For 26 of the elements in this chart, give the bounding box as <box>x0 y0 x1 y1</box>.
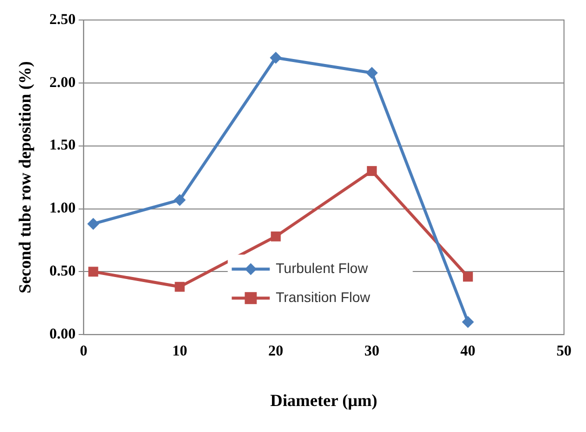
y-axis-title: Second tube row deposition (%) <box>16 61 35 294</box>
x-tick-label: 50 <box>556 343 572 360</box>
point <box>87 218 100 230</box>
x-axis-title: Diameter (μm) <box>270 391 378 410</box>
point <box>366 66 378 79</box>
point <box>462 272 473 282</box>
point <box>366 166 377 176</box>
point <box>88 266 98 277</box>
legend-label: Transition Flow <box>276 288 372 305</box>
point <box>462 316 474 328</box>
point <box>174 194 186 206</box>
y-tick-label: 1.00 <box>49 200 76 217</box>
x-tick-label: 10 <box>172 343 188 360</box>
legend-label: Turbulent Flow <box>276 260 369 276</box>
x-tick-label: 40 <box>460 343 476 360</box>
y-tick-label: 0.50 <box>49 264 76 280</box>
y-tick-label: 2.50 <box>49 12 76 28</box>
y-tick-label: 2.00 <box>49 74 76 91</box>
point <box>174 282 185 292</box>
point <box>270 231 281 242</box>
point <box>270 52 282 64</box>
x-tick-label: 0 <box>80 343 88 360</box>
y-tick-label: 1.50 <box>49 138 76 154</box>
x-tick-label: 20 <box>268 343 284 360</box>
x-tick-label: 30 <box>364 343 380 360</box>
y-tick-label: 0.00 <box>49 326 76 342</box>
